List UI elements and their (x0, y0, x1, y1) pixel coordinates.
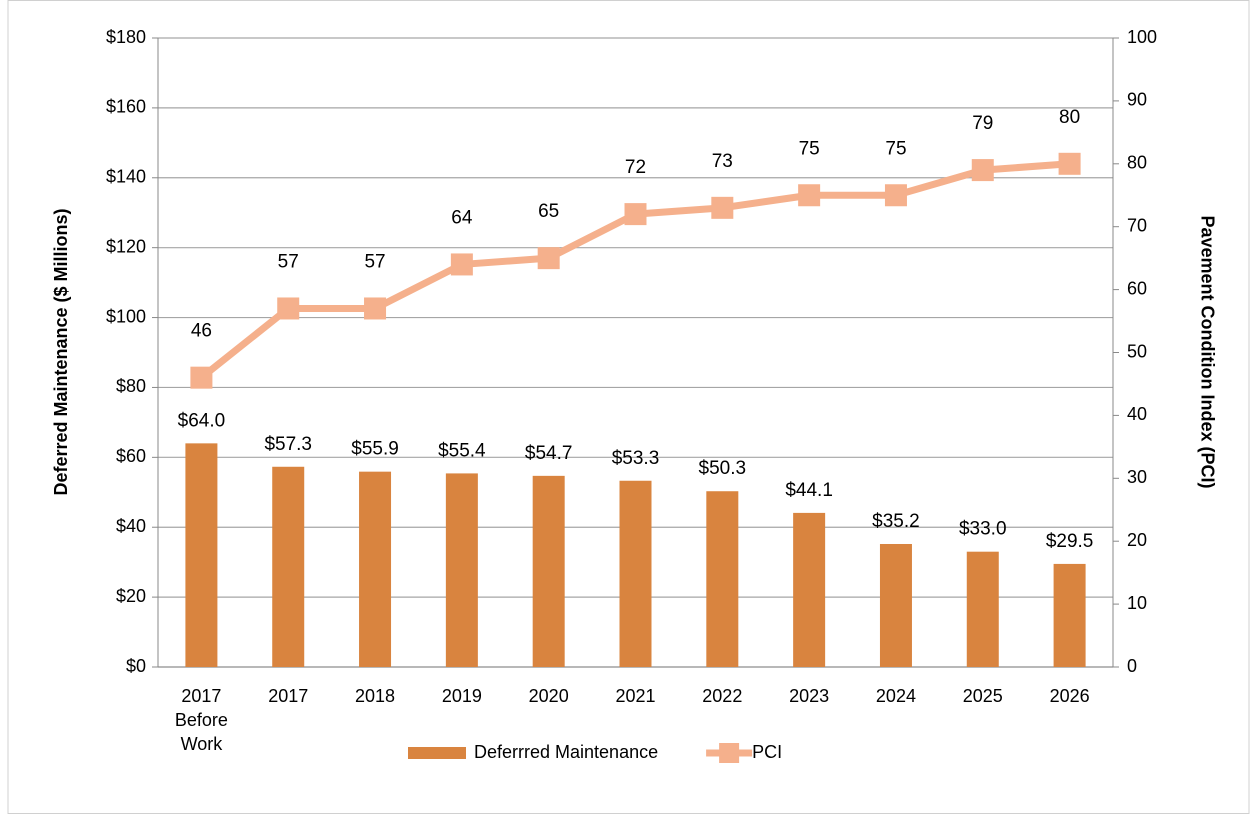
bar (532, 475, 565, 667)
y2-axis-title: Pavement Condition Index (PCI) (1197, 215, 1217, 488)
bar (445, 473, 478, 667)
x-tick-label: 2021 (615, 686, 655, 706)
line-value-label: 73 (712, 151, 733, 172)
x-tick-label: 2017 (268, 686, 308, 706)
legend-swatch (408, 747, 466, 759)
x-tick-label: 2020 (529, 686, 569, 706)
x-tick-label: 2019 (442, 686, 482, 706)
bar (272, 466, 305, 667)
y2-tick-label: 50 (1127, 341, 1147, 361)
y2-tick-label: 20 (1127, 530, 1147, 550)
y-tick-label: $120 (106, 236, 146, 256)
bar-value-label: $33.0 (959, 519, 1007, 540)
line-marker (450, 253, 473, 276)
x-tick-label: 2024 (876, 686, 916, 706)
bar (966, 551, 999, 667)
bar-value-label: $55.4 (438, 440, 486, 461)
bar-value-label: $64.0 (178, 410, 226, 431)
x-tick-label: 2023 (789, 686, 829, 706)
line-value-label: 46 (191, 321, 212, 342)
x-tick-label: 2026 (1050, 686, 1090, 706)
line-marker (971, 159, 994, 182)
bar (619, 480, 652, 667)
y-tick-label: $0 (126, 656, 146, 676)
y-tick-label: $160 (106, 97, 146, 117)
legend-label: PCI (752, 742, 782, 762)
legend-label: Deferrred Maintenance (474, 742, 658, 762)
line-value-label: 75 (799, 138, 820, 159)
y-tick-label: $180 (106, 27, 146, 47)
line-value-label: 80 (1059, 107, 1080, 128)
y2-tick-label: 100 (1127, 27, 1157, 47)
line-marker (884, 184, 907, 207)
legend-swatch (719, 743, 740, 763)
line-marker (1058, 152, 1081, 175)
x-tick-label: 2018 (355, 686, 395, 706)
line-value-label: 72 (625, 157, 646, 178)
line-value-label: 57 (278, 251, 299, 272)
y2-tick-label: 10 (1127, 593, 1147, 613)
y2-tick-label: 80 (1127, 153, 1147, 173)
line-marker (711, 196, 734, 219)
bar-value-label: $50.3 (699, 458, 747, 479)
bar-value-label: $57.3 (264, 434, 312, 455)
bar (879, 543, 912, 667)
y2-tick-label: 70 (1127, 215, 1147, 235)
line-value-label: 79 (972, 113, 993, 134)
x-tick-label: 2022 (702, 686, 742, 706)
bar (185, 443, 218, 667)
bar (706, 491, 739, 667)
y-tick-label: $60 (116, 446, 146, 466)
bar-value-label: $54.7 (525, 443, 573, 464)
line-value-label: 57 (364, 251, 385, 272)
line-marker (624, 203, 647, 226)
y2-tick-label: 60 (1127, 278, 1147, 298)
bar (359, 471, 392, 667)
y2-tick-label: 90 (1127, 90, 1147, 110)
y2-tick-label: 40 (1127, 404, 1147, 424)
y2-tick-label: 30 (1127, 467, 1147, 487)
bar (793, 512, 826, 667)
bar-value-label: $55.9 (351, 439, 399, 460)
bar-value-label: $35.2 (872, 511, 920, 532)
line (199, 160, 1070, 381)
y-axis-title: Deferred Maintenance ($ Millions) (51, 208, 71, 495)
bar-value-label: $29.5 (1046, 531, 1094, 552)
y-tick-label: $80 (116, 376, 146, 396)
x-tick-label: 2025 (963, 686, 1003, 706)
line-value-label: 65 (538, 201, 559, 222)
line-value-label: 64 (451, 207, 473, 228)
line-value-label: 75 (885, 138, 906, 159)
y-tick-label: $40 (116, 516, 146, 536)
bar-value-label: $44.1 (785, 480, 833, 501)
x-tick-label: 2017 Before Work (175, 686, 228, 754)
line-marker (277, 297, 300, 320)
line-marker (364, 297, 387, 320)
line-marker (798, 184, 821, 207)
y-tick-label: $20 (116, 586, 146, 606)
line-marker (190, 366, 213, 389)
y-tick-label: $140 (106, 167, 146, 187)
y2-tick-label: 0 (1127, 656, 1137, 676)
y-tick-label: $100 (106, 306, 146, 326)
line-marker (537, 247, 560, 270)
bar (1053, 563, 1086, 667)
bar-value-label: $53.3 (612, 448, 660, 469)
